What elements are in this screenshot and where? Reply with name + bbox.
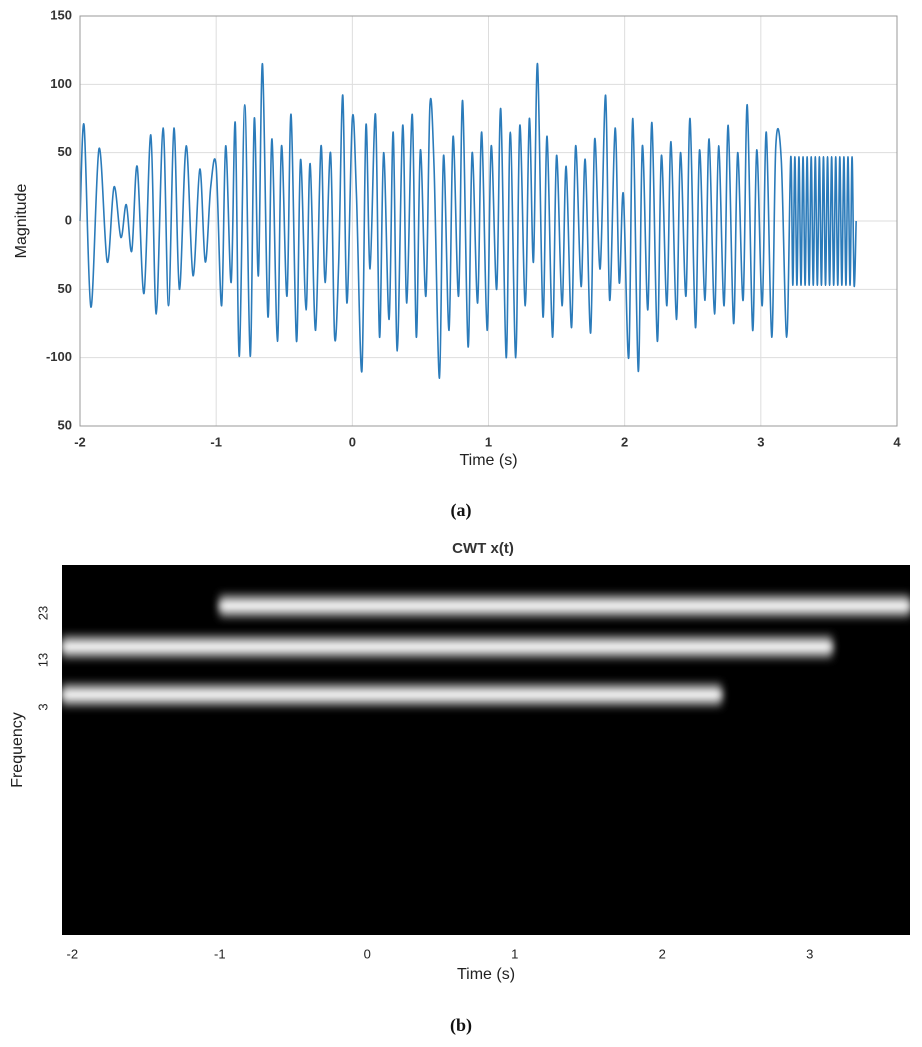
y-tick-label: -100	[46, 349, 72, 364]
y-tick-label: 100	[50, 76, 72, 91]
y-axis-label: Frequency	[9, 712, 26, 788]
signal-line	[79, 63, 857, 379]
x-tick-label: 1	[511, 946, 518, 961]
x-axis-label: Time (s)	[457, 966, 515, 983]
x-tick-label: 1	[485, 434, 492, 449]
x-tick-label: -2	[67, 946, 79, 961]
x-tick-label: 4	[893, 434, 901, 449]
x-tick-label: 0	[349, 434, 356, 449]
signal-chart: -2 -1 0 1 2 3 4 150 100 50 0 50 -100 50 Time (s) Magnit…	[13, 7, 901, 521]
ridges	[62, 593, 910, 707]
y-axis-label: Magnitude	[13, 184, 30, 259]
x-tick-label: -1	[214, 946, 226, 961]
y-tick-label: 13	[35, 653, 50, 667]
caption: (b)	[450, 1015, 472, 1036]
y-tick-label: 50	[58, 281, 72, 296]
y-tick-label: 23	[35, 606, 50, 620]
x-tick-label: -2	[74, 434, 86, 449]
y-tick-label: 0	[65, 212, 72, 227]
ridge	[62, 689, 722, 700]
chart-title: CWT x(t)	[452, 540, 514, 557]
ridge	[219, 600, 910, 611]
x-tick-label: 0	[364, 946, 371, 961]
y-tick-label: 150	[50, 7, 72, 22]
x-tick-label: 2	[621, 434, 628, 449]
ridge	[62, 641, 832, 652]
x-axis-label: Time (s)	[459, 452, 517, 469]
y-tick-label: 3	[35, 703, 50, 710]
x-tick-label: 3	[806, 946, 813, 961]
y-tick-label: 50	[58, 417, 72, 432]
plot-frame	[79, 15, 898, 427]
x-tick-label: 2	[659, 946, 666, 961]
y-tick-label: 50	[58, 144, 72, 159]
x-tick-label: 3	[757, 434, 764, 449]
x-tick-label: -1	[210, 434, 222, 449]
plot-background	[62, 565, 910, 935]
caption: (a)	[451, 500, 472, 521]
